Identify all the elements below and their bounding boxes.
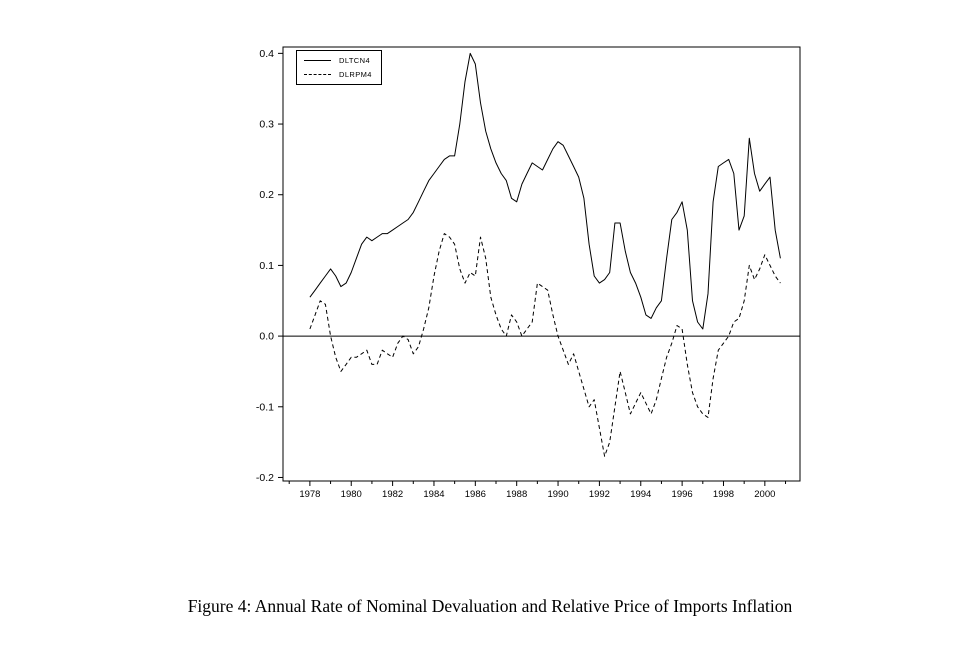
- x-tick-label: 1980: [341, 489, 362, 500]
- legend-line-sample-dashed: [304, 73, 331, 75]
- legend-label: DLTCN4: [339, 56, 371, 65]
- y-tick-label: -0.2: [256, 472, 274, 484]
- legend-entry: DLRPM4: [304, 69, 372, 79]
- plot-box: [282, 46, 801, 482]
- y-tick-label: 0.3: [259, 119, 274, 131]
- x-tick-label: 1988: [506, 489, 527, 500]
- y-tick-label: 0.4: [259, 48, 274, 60]
- legend: DLTCN4 DLRPM4: [296, 50, 382, 85]
- x-tick-label: 1990: [547, 489, 568, 500]
- x-tick-label: 1996: [672, 489, 693, 500]
- axes: -0.2 -0.1 0.0 0.1 0.2 0.3 0.4 1978 1980 1982 1984 1…: [256, 48, 787, 500]
- figure-caption: Figure 4: Annual Rate of Nominal Devalua…: [187, 596, 793, 616]
- x-tick-label: 2000: [754, 489, 775, 500]
- x-tick-label: 1994: [630, 489, 651, 500]
- y-tick-label: 0.0: [259, 331, 274, 343]
- x-tick-label: 1992: [589, 489, 610, 500]
- x-tick-label: 1998: [713, 489, 734, 500]
- series-DLTCN4: [309, 52, 781, 330]
- legend-entry: DLTCN4: [304, 57, 372, 65]
- y-tick-label: -0.1: [256, 401, 274, 413]
- series-DLRPM4: [309, 233, 781, 457]
- x-tick-label: 1986: [465, 489, 486, 500]
- x-tick-label: 1978: [299, 489, 320, 500]
- x-tick-label: 1984: [423, 489, 444, 500]
- legend-label: DLRPM4: [339, 69, 372, 79]
- y-tick-label: 0.2: [259, 189, 274, 201]
- y-tick-label: 0.1: [259, 260, 274, 272]
- x-tick-label: 1982: [382, 489, 403, 500]
- legend-line-sample-solid: [304, 60, 331, 62]
